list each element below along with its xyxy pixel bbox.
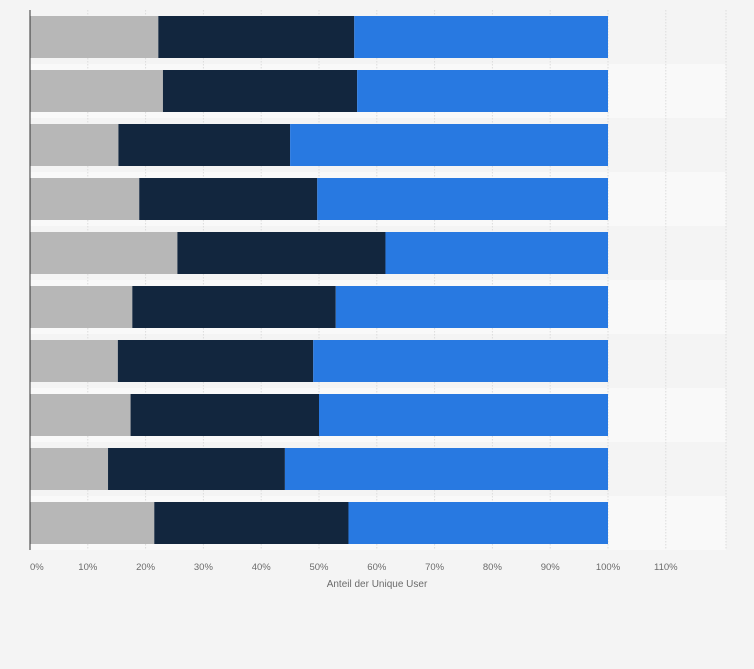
bar-segment-series-2[interactable] [132,286,336,328]
bar-segment-series-2[interactable] [118,124,291,166]
bars [30,16,608,544]
x-axis-title: Anteil der Unique User [327,579,428,590]
x-tick-label: 40% [252,562,272,573]
x-tick-label: 20% [136,562,156,573]
x-tick-label: 30% [194,562,214,573]
bar-segment-series-1[interactable] [30,502,155,544]
bar-segment-series-1[interactable] [30,70,163,112]
bar-segment-series-3[interactable] [348,502,608,544]
x-tick-label: 60% [367,562,387,573]
bar-segment-series-1[interactable] [30,394,131,436]
bar-segment-series-1[interactable] [30,16,159,58]
bar-segment-series-3[interactable] [317,178,608,220]
bar-segment-series-2[interactable] [158,16,355,58]
x-tick-label: 90% [541,562,561,573]
bar-segment-series-2[interactable] [108,448,285,490]
x-tick-label: 70% [425,562,445,573]
bar-segment-series-1[interactable] [30,340,118,382]
bar-segment-series-2[interactable] [177,232,386,274]
bar-segment-series-3[interactable] [313,340,608,382]
bar-segment-series-1[interactable] [30,232,178,274]
bar-segment-series-3[interactable] [385,232,608,274]
x-tick-label: 0% [30,562,44,573]
bar-segment-series-3[interactable] [357,70,608,112]
bar-segment-series-2[interactable] [130,394,319,436]
x-tick-label: 110% [654,562,678,573]
bar-segment-series-2[interactable] [139,178,318,220]
bar-segment-series-3[interactable] [284,448,608,490]
bar-segment-series-2[interactable] [162,70,358,112]
bar-segment-series-3[interactable] [290,124,608,166]
bar-segment-series-1[interactable] [30,286,133,328]
bar-segment-series-1[interactable] [30,124,119,166]
bar-segment-series-3[interactable] [319,394,608,436]
x-tick-labels: 0% 10% 20% 30% 40% 50% 60% 70% 80% 90% 100% 110% [30,562,678,573]
x-tick-label: 80% [483,562,503,573]
bar-segment-series-1[interactable] [30,178,140,220]
bar-segment-series-2[interactable] [154,502,349,544]
x-tick-label: 100% [596,562,621,573]
bar-segment-series-3[interactable] [354,16,608,58]
bar-segment-series-3[interactable] [335,286,608,328]
bar-segment-series-1[interactable] [30,448,109,490]
x-tick-label: 10% [78,562,98,573]
bar-segment-series-2[interactable] [117,340,314,382]
x-tick-label: 50% [309,562,329,573]
